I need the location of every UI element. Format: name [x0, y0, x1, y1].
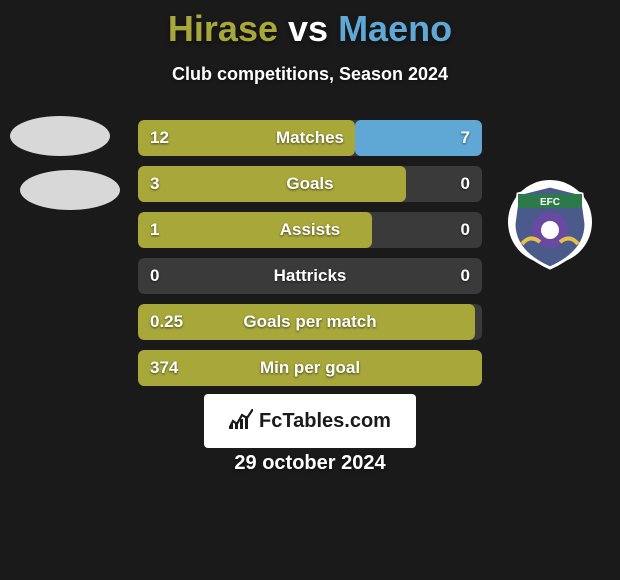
stat-value-left: 0.25 [150, 304, 183, 340]
subtitle: Club competitions, Season 2024 [0, 64, 620, 85]
comparison-card: Hirase vs Maeno Club competitions, Seaso… [0, 0, 620, 580]
stat-value-right: 0 [461, 166, 470, 202]
stat-fill-left [138, 120, 355, 156]
stats-block: 127Matches30Goals10Assists00Hattricks0.2… [138, 120, 482, 396]
stat-value-left: 0 [150, 258, 159, 294]
crest-icon: EFC [500, 180, 600, 280]
brand-badge[interactable]: FcTables.com [204, 394, 416, 448]
stat-row: 30Goals [138, 166, 482, 202]
player1-avatar-1 [10, 116, 110, 156]
crest-ball [541, 221, 559, 239]
stat-row: 127Matches [138, 120, 482, 156]
date-text: 29 october 2024 [0, 452, 620, 475]
club-crest: EFC [500, 180, 600, 264]
vs-text: vs [288, 8, 328, 49]
stat-fill-left [138, 212, 372, 248]
stat-value-right: 0 [461, 258, 470, 294]
chart-icon [229, 409, 253, 434]
stat-fill-left [138, 166, 406, 202]
brand-text: FcTables.com [259, 410, 391, 433]
player1-name: Hirase [168, 8, 278, 49]
stat-row: 374Min per goal [138, 350, 482, 386]
stat-value-left: 3 [150, 166, 159, 202]
stat-fill-left [138, 350, 482, 386]
stat-row: 10Assists [138, 212, 482, 248]
stat-value-right: 7 [461, 120, 470, 156]
stat-row: 0.25Goals per match [138, 304, 482, 340]
player1-avatar-2 [20, 170, 120, 210]
stat-value-left: 374 [150, 350, 178, 386]
stat-value-right: 0 [461, 212, 470, 248]
page-title: Hirase vs Maeno [0, 0, 620, 50]
crest-text: EFC [540, 197, 560, 208]
stat-row: 00Hattricks [138, 258, 482, 294]
player2-name: Maeno [338, 8, 452, 49]
stat-track [138, 258, 482, 294]
stat-value-left: 12 [150, 120, 169, 156]
stat-fill-left [138, 304, 475, 340]
stat-value-left: 1 [150, 212, 159, 248]
